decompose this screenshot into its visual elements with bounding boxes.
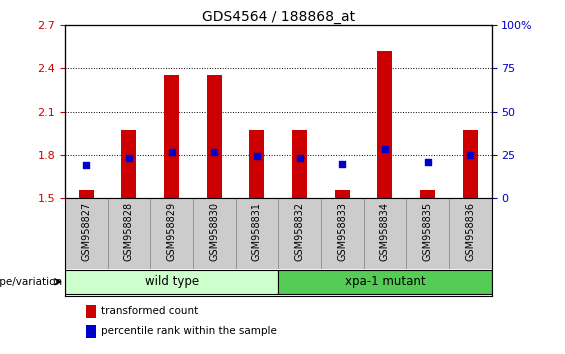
Bar [377, 51, 392, 198]
Text: percentile rank within the sample: percentile rank within the sample [101, 326, 277, 336]
Bar [65, 198, 107, 269]
Bar [236, 198, 278, 269]
Text: GSM958833: GSM958833 [337, 202, 347, 261]
Bar [406, 198, 449, 269]
Point [167, 149, 176, 155]
Text: GSM958832: GSM958832 [294, 202, 305, 261]
Text: wild type: wild type [145, 275, 199, 288]
Bar [121, 130, 136, 198]
Bar [65, 270, 278, 294]
Bar [107, 198, 150, 269]
Bar [86, 325, 95, 338]
Bar [86, 305, 95, 318]
Point [253, 154, 262, 159]
Bar [279, 270, 492, 294]
Point [210, 149, 219, 155]
Bar [279, 198, 321, 269]
Point [338, 161, 347, 166]
Bar [364, 198, 406, 269]
Text: GSM958830: GSM958830 [209, 202, 219, 261]
Point [466, 152, 475, 158]
Point [295, 155, 304, 161]
Text: GSM958827: GSM958827 [81, 202, 92, 261]
Point [423, 159, 432, 165]
Text: GSM958831: GSM958831 [252, 202, 262, 261]
Bar [335, 190, 350, 198]
Bar [207, 75, 221, 198]
Bar [420, 190, 435, 198]
Title: GDS4564 / 188868_at: GDS4564 / 188868_at [202, 10, 355, 24]
Text: GSM958836: GSM958836 [465, 202, 475, 261]
Text: GSM958828: GSM958828 [124, 202, 134, 261]
Text: GSM958834: GSM958834 [380, 202, 390, 261]
Bar [150, 198, 193, 269]
Text: GSM958829: GSM958829 [167, 202, 177, 261]
Bar [463, 130, 477, 198]
Text: transformed count: transformed count [101, 306, 198, 316]
Bar [449, 198, 492, 269]
Text: genotype/variation: genotype/variation [0, 277, 63, 287]
Bar [164, 75, 179, 198]
Point [380, 146, 389, 152]
Bar [292, 130, 307, 198]
Bar [250, 130, 264, 198]
Point [124, 155, 133, 161]
Bar [193, 198, 236, 269]
Text: xpa-1 mutant: xpa-1 mutant [345, 275, 425, 288]
Bar [321, 198, 364, 269]
Point [82, 162, 91, 168]
Text: GSM958835: GSM958835 [423, 202, 433, 261]
Bar [79, 190, 94, 198]
